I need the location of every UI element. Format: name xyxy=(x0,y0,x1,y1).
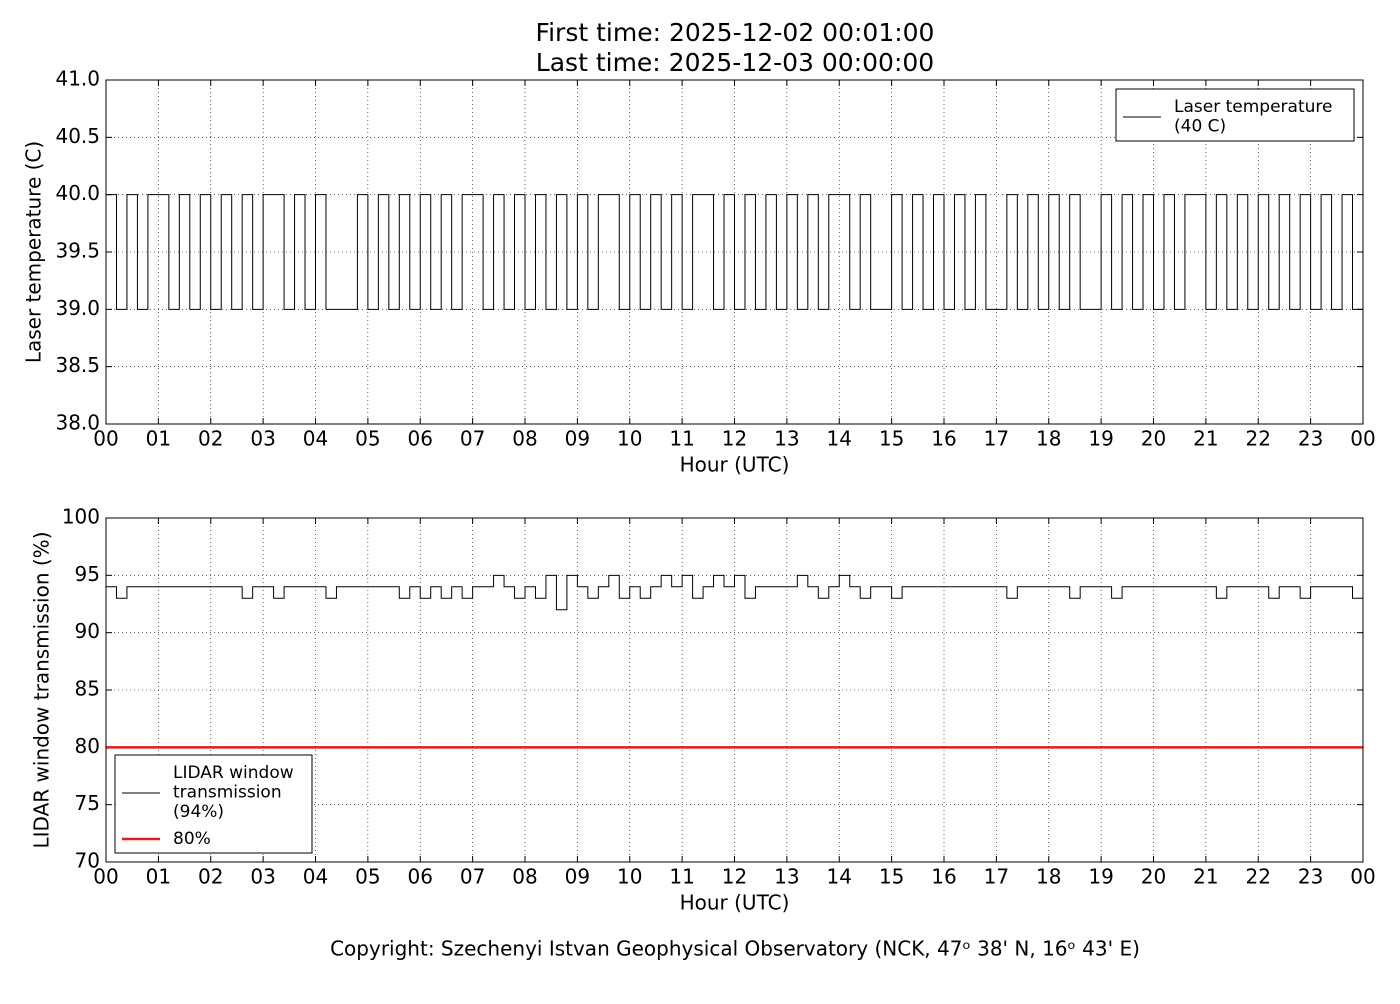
footer: Copyright: Szechenyi Istvan Geophysical … xyxy=(330,937,1140,961)
x-tick-label: 18 xyxy=(1036,865,1061,889)
x-tick-label: 00 xyxy=(1350,427,1375,451)
x-tick-label: 08 xyxy=(512,865,537,889)
data-line xyxy=(106,194,1364,310)
x-axis-label: Hour (UTC) xyxy=(680,891,790,915)
x-tick-label: 05 xyxy=(355,865,380,889)
y-tick-label: 95 xyxy=(75,562,100,586)
x-tick-label: 20 xyxy=(1141,865,1166,889)
legend: Laser temperature (40 C) xyxy=(1115,88,1355,142)
x-tick-label: 07 xyxy=(460,427,485,451)
data-line xyxy=(106,574,1364,611)
x-tick-label: 09 xyxy=(565,427,590,451)
x-tick-label: 05 xyxy=(355,427,380,451)
x-tick-label: 01 xyxy=(146,427,171,451)
x-tick-label: 12 xyxy=(722,427,747,451)
x-tick-label: 10 xyxy=(617,427,642,451)
legend-label: 80% xyxy=(173,829,211,849)
y-tick-label: 100 xyxy=(62,505,100,529)
y-tick-label: 85 xyxy=(75,677,100,701)
x-tick-label: 11 xyxy=(669,865,694,889)
x-tick-label: 03 xyxy=(250,865,275,889)
x-tick-label: 21 xyxy=(1193,865,1218,889)
x-tick-label: 00 xyxy=(93,865,118,889)
chart-subtitle: Last time: 2025-12-03 00:00:00 xyxy=(536,48,934,77)
x-tick-label: 14 xyxy=(827,427,852,451)
x-tick-label: 08 xyxy=(512,427,537,451)
x-tick-label: 11 xyxy=(669,427,694,451)
x-tick-label: 19 xyxy=(1088,427,1113,451)
x-tick-label: 06 xyxy=(408,865,433,889)
x-tick-label: 17 xyxy=(984,427,1009,451)
plot-frame xyxy=(105,517,1364,863)
x-tick-label: 14 xyxy=(827,865,852,889)
x-tick-label: 23 xyxy=(1298,427,1323,451)
chart-title: First time: 2025-12-02 00:01:00 xyxy=(536,18,935,47)
plot-frame xyxy=(105,79,1364,425)
x-tick-label: 07 xyxy=(460,865,485,889)
y-tick-label: 40.0 xyxy=(55,181,100,205)
legend-label: LIDAR window transmission (94%) xyxy=(173,763,294,822)
y-tick-label: 38.5 xyxy=(55,353,100,377)
legend-box xyxy=(1115,88,1355,142)
x-tick-label: 15 xyxy=(879,865,904,889)
x-tick-label: 22 xyxy=(1246,427,1271,451)
x-tick-label: 06 xyxy=(408,427,433,451)
legend-box xyxy=(114,754,313,854)
legend-label: Laser temperature (40 C) xyxy=(1174,97,1332,137)
y-tick-label: 41.0 xyxy=(55,67,100,91)
x-tick-label: 13 xyxy=(774,427,799,451)
y-axis-label: Laser temperature (C) xyxy=(22,141,46,363)
y-tick-label: 70 xyxy=(75,849,100,873)
y-axis-label: LIDAR window transmission (%) xyxy=(30,532,54,849)
legend: LIDAR window transmission (94%) 80% xyxy=(114,754,313,854)
x-axis-label: Hour (UTC) xyxy=(680,453,790,477)
x-tick-label: 23 xyxy=(1298,865,1323,889)
y-tick-label: 39.0 xyxy=(55,296,100,320)
x-tick-label: 21 xyxy=(1193,427,1218,451)
x-tick-label: 12 xyxy=(722,865,747,889)
x-tick-label: 18 xyxy=(1036,427,1061,451)
y-tick-label: 39.5 xyxy=(55,239,100,263)
x-tick-label: 03 xyxy=(250,427,275,451)
x-tick-label: 15 xyxy=(879,427,904,451)
x-tick-label: 20 xyxy=(1141,427,1166,451)
x-tick-label: 16 xyxy=(931,865,956,889)
x-tick-label: 10 xyxy=(617,865,642,889)
x-tick-label: 16 xyxy=(931,427,956,451)
x-tick-label: 02 xyxy=(198,865,223,889)
x-tick-label: 19 xyxy=(1088,865,1113,889)
x-tick-label: 00 xyxy=(93,427,118,451)
x-tick-label: 04 xyxy=(303,865,328,889)
x-tick-label: 04 xyxy=(303,427,328,451)
x-tick-label: 13 xyxy=(774,865,799,889)
y-tick-label: 75 xyxy=(75,791,100,815)
y-tick-label: 80 xyxy=(75,734,100,758)
y-tick-label: 90 xyxy=(75,619,100,643)
x-tick-label: 01 xyxy=(146,865,171,889)
x-tick-label: 02 xyxy=(198,427,223,451)
x-tick-label: 09 xyxy=(565,865,590,889)
x-tick-label: 22 xyxy=(1246,865,1271,889)
x-tick-label: 17 xyxy=(984,865,1009,889)
x-tick-label: 00 xyxy=(1350,865,1375,889)
y-tick-label: 38.0 xyxy=(55,411,100,435)
y-tick-label: 40.5 xyxy=(55,124,100,148)
